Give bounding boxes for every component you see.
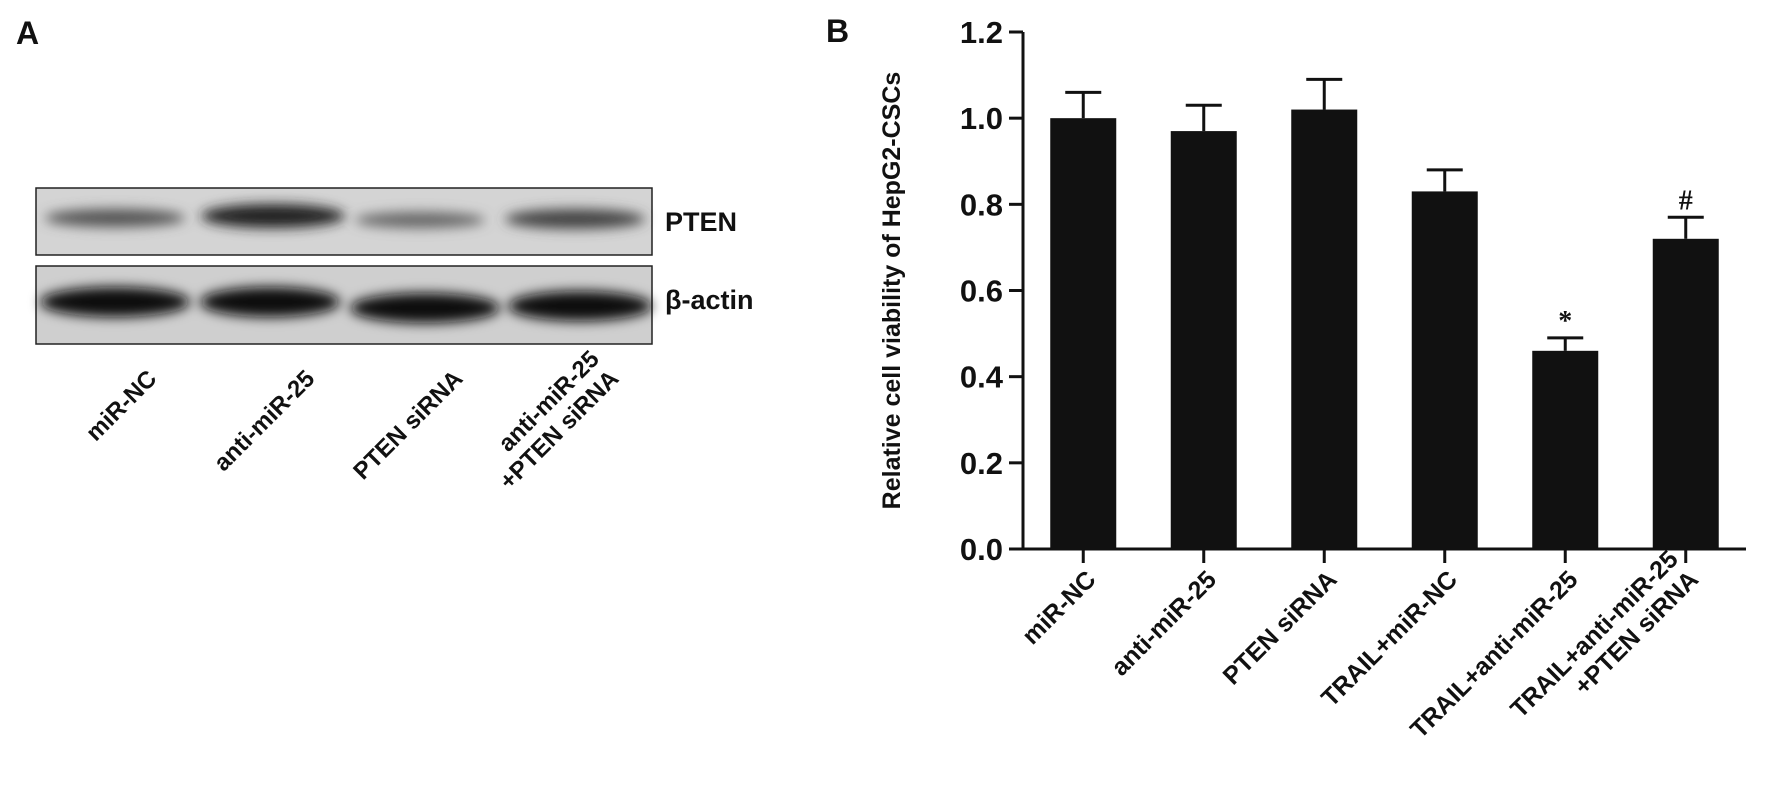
significance-mark: # <box>1679 185 1693 216</box>
band <box>355 212 485 228</box>
bar <box>1291 109 1358 550</box>
y-tick-label: 1.2 <box>960 15 1003 50</box>
y-tick-label: 0.6 <box>960 274 1003 309</box>
x-tick-label: PTEN siRNA <box>1218 565 1343 690</box>
y-tick-label: 0.2 <box>960 446 1003 481</box>
lane-label: PTEN siRNA <box>348 365 468 485</box>
band-label: β-actin <box>665 285 754 315</box>
lane-label: anti-miR-25+PTEN siRNA <box>475 346 624 495</box>
x-tick-label: TRAIL+anti-miR-25+PTEN siRNA <box>1505 545 1704 744</box>
y-tick-label: 0.8 <box>960 187 1003 222</box>
bar <box>1050 118 1117 550</box>
lane-label: miR-NC <box>81 365 162 446</box>
band <box>40 287 190 317</box>
band <box>200 287 340 317</box>
y-tick-label: 1.0 <box>960 101 1003 136</box>
band-label: PTEN <box>665 207 737 237</box>
band <box>201 204 345 228</box>
band <box>350 293 500 323</box>
bar <box>1652 238 1719 550</box>
lane-label: anti-miR-25 <box>209 365 321 477</box>
bar <box>1411 191 1478 550</box>
band <box>508 291 652 321</box>
significance-mark: * <box>1558 306 1572 337</box>
bar <box>1532 350 1599 549</box>
y-tick-label: 0.0 <box>960 532 1003 567</box>
panel-label: B <box>826 13 849 49</box>
y-tick-label: 0.4 <box>960 360 1004 395</box>
bands <box>40 204 652 323</box>
band <box>45 209 185 227</box>
band <box>505 209 645 229</box>
x-tick-label: anti-miR-25 <box>1106 565 1222 681</box>
x-tick-label: miR-NC <box>1017 565 1102 650</box>
panel-label: A <box>16 15 39 51</box>
y-axis-title: Relative cell viability of HepG2-CSCs <box>878 72 906 510</box>
bar <box>1170 131 1237 549</box>
